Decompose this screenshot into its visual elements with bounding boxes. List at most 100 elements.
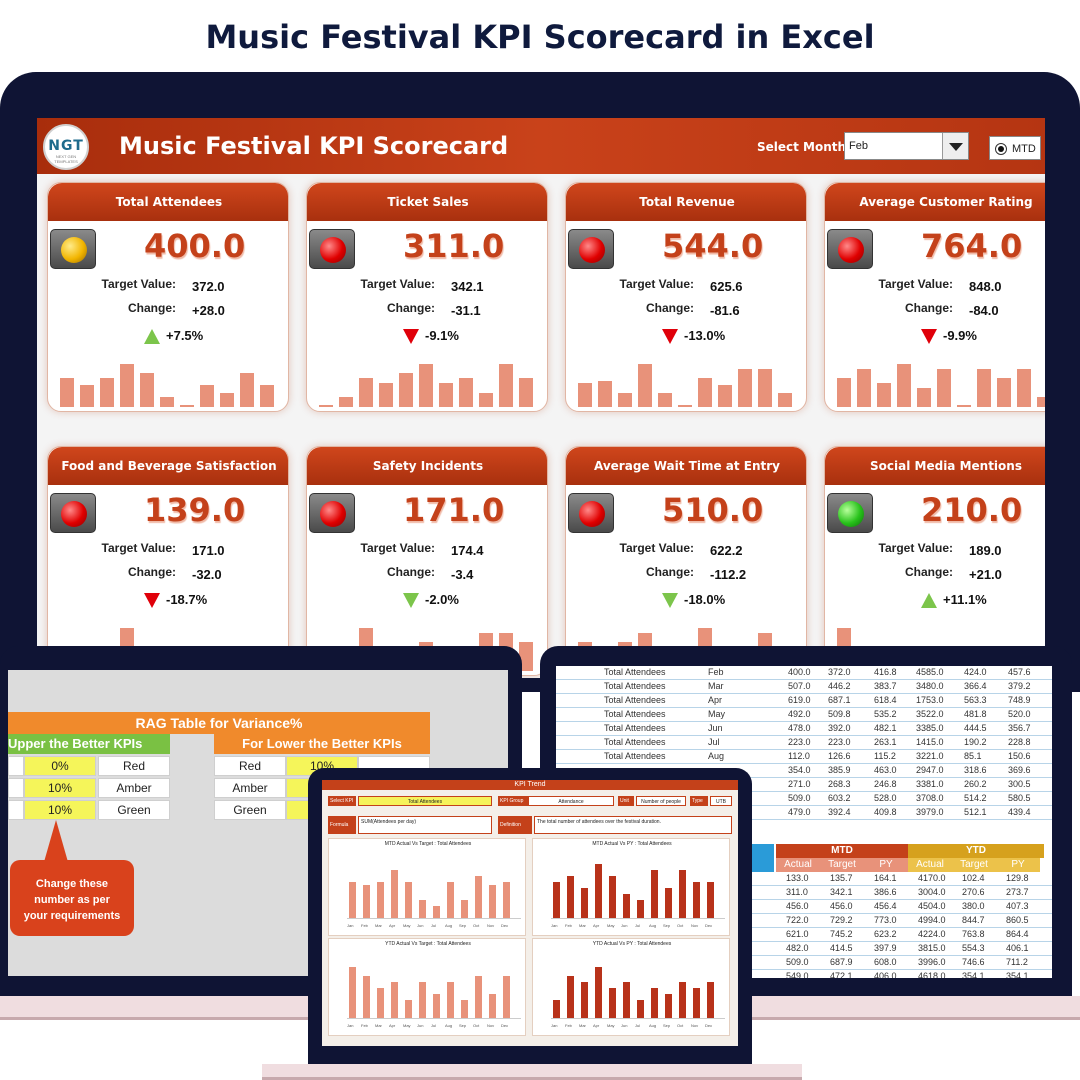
chevron-down-icon[interactable] <box>942 133 968 159</box>
table-row: Total Attendees Apr 619.0 687.1 618.4 1753.0 5… <box>556 694 1052 708</box>
red-light-icon <box>838 237 864 263</box>
change-value: +28.0 <box>192 303 225 318</box>
table-cell: 509.8 <box>828 709 851 719</box>
month-tick-label: Nov <box>691 923 699 928</box>
red-light-icon <box>579 237 605 263</box>
rag-threshold-cell[interactable]: 0% <box>24 756 96 776</box>
month-tick-label: Aug <box>649 923 657 928</box>
variance-percent: -18.7% <box>166 592 208 607</box>
trend-chart-bars <box>347 855 521 919</box>
change-label: Change: <box>646 565 694 579</box>
month-tick-label: Mar <box>579 923 586 928</box>
sparkline-bar <box>260 385 274 407</box>
trend-bar <box>693 988 700 1018</box>
trend-bar <box>447 882 454 918</box>
table-cell: Total Attendees <box>604 667 666 677</box>
sparkline-bar <box>638 363 652 407</box>
trend-bar <box>349 967 356 1018</box>
table-cell: 246.8 <box>874 779 897 789</box>
trend-bar <box>405 882 412 918</box>
month-tick-label: Dec <box>705 923 713 928</box>
month-tick-label: Apr <box>389 923 396 928</box>
table-cell: 456.0 <box>830 901 853 911</box>
scorecard-banner: NGT NEXT GEN TEMPLATES Music Festival KP… <box>37 118 1045 174</box>
kpi-card: Total Revenue 544.0 Target Value: 625.6 Chan… <box>565 182 807 412</box>
table-cell: 444.5 <box>964 723 987 733</box>
red-light-icon <box>320 237 346 263</box>
table-cell: 273.7 <box>1006 887 1029 897</box>
trend-down-icon <box>403 329 419 344</box>
kpi-actual-value: 544.0 <box>662 227 764 265</box>
table-row: 479.0 392.4 409.8 3979.0 512.1 439.4 <box>556 806 1052 820</box>
month-tick-label: May <box>607 1023 615 1028</box>
logo-subtext: NEXT GEN TEMPLATES <box>54 154 78 164</box>
table-cell: 164.1 <box>874 873 897 883</box>
column-header: PY <box>864 858 908 872</box>
rag-threshold-cell[interactable]: 10% <box>24 800 96 820</box>
select-kpi-field[interactable]: Total Attendees <box>358 796 492 806</box>
kpi-card-header: Average Wait Time at Entry <box>566 447 806 485</box>
table-row: 311.0 342.1 386.6 3004.0 270.6 273.7 <box>556 886 1052 900</box>
variance-percent: -9.9% <box>943 328 977 343</box>
trend-bar <box>363 976 370 1018</box>
kpi-actual-value: 764.0 <box>921 227 1023 265</box>
trend-chart-panel: MTD Actual Vs PY : Total Attendees Jan Feb… <box>532 838 730 936</box>
kpi-card-title: Social Media Mentions <box>870 459 1022 473</box>
table-cell: 3815.0 <box>918 943 946 953</box>
change-label: Change: <box>905 301 953 315</box>
target-label: Target Value: <box>101 277 176 291</box>
change-label: Change: <box>128 301 176 315</box>
sparkline-bar <box>339 397 353 407</box>
table-cell: 687.9 <box>830 957 853 967</box>
table-cell: 619.0 <box>788 695 811 705</box>
month-tick-label: Dec <box>705 1023 713 1028</box>
scorecard-screen: NGT NEXT GEN TEMPLATES Music Festival KP… <box>37 118 1045 678</box>
month-tick-label: Aug <box>445 1023 453 1028</box>
table-cell: 392.0 <box>828 723 851 733</box>
sparkline-bar <box>499 363 513 407</box>
month-tick-label: Dec <box>501 1023 509 1028</box>
trend-bar <box>433 906 440 918</box>
rag-threshold-cell[interactable]: 10% <box>24 778 96 798</box>
month-tick-label: Sep <box>459 923 467 928</box>
kpi-card-header: Social Media Mentions <box>825 447 1045 485</box>
trend-bar <box>623 982 630 1018</box>
radio-selected-icon[interactable] <box>995 143 1007 155</box>
sparkline-bar <box>479 392 493 407</box>
definition-label: Definition <box>498 816 532 834</box>
trend-bar <box>609 876 616 918</box>
rag-blank-cell <box>8 778 24 798</box>
trend-bar <box>707 982 714 1018</box>
column-header: Actual <box>908 858 952 872</box>
table-cell: 4994.0 <box>918 915 946 925</box>
month-dropdown[interactable]: Feb <box>844 132 969 160</box>
sparkline-bar <box>897 363 911 407</box>
rag-status-cell: Green <box>214 800 286 820</box>
status-lamp <box>568 493 614 533</box>
table-cell: 126.6 <box>828 751 851 761</box>
mtd-radio-option[interactable]: MTD <box>989 136 1041 160</box>
sparkline-bar <box>419 363 433 407</box>
trend-bar <box>651 988 658 1018</box>
table-cell: 135.7 <box>830 873 853 883</box>
target-value: 174.4 <box>451 543 484 558</box>
trend-bar <box>447 982 454 1018</box>
rag-status-cell: Green <box>98 800 170 820</box>
trend-bar <box>665 888 672 918</box>
table-cell: 439.4 <box>1008 807 1031 817</box>
month-tick-label: Jan <box>551 1023 558 1028</box>
sparkline-bar <box>997 378 1011 407</box>
month-tick-label: Feb <box>565 923 572 928</box>
table-row: 482.0 414.5 397.9 3815.0 554.3 406.1 <box>556 942 1052 956</box>
table-cell: 268.3 <box>828 779 851 789</box>
formula-label: Formula <box>328 816 356 834</box>
table-cell: 446.2 <box>828 681 851 691</box>
trend-bar <box>595 864 602 918</box>
sparkline-bar <box>758 368 772 407</box>
trend-bar <box>433 994 440 1018</box>
table-cell: 563.3 <box>964 695 987 705</box>
change-value: +21.0 <box>969 567 1002 582</box>
table-cell: Mar <box>708 681 724 691</box>
variance-percent: -9.1% <box>425 328 459 343</box>
table-cell: 3221.0 <box>916 751 944 761</box>
